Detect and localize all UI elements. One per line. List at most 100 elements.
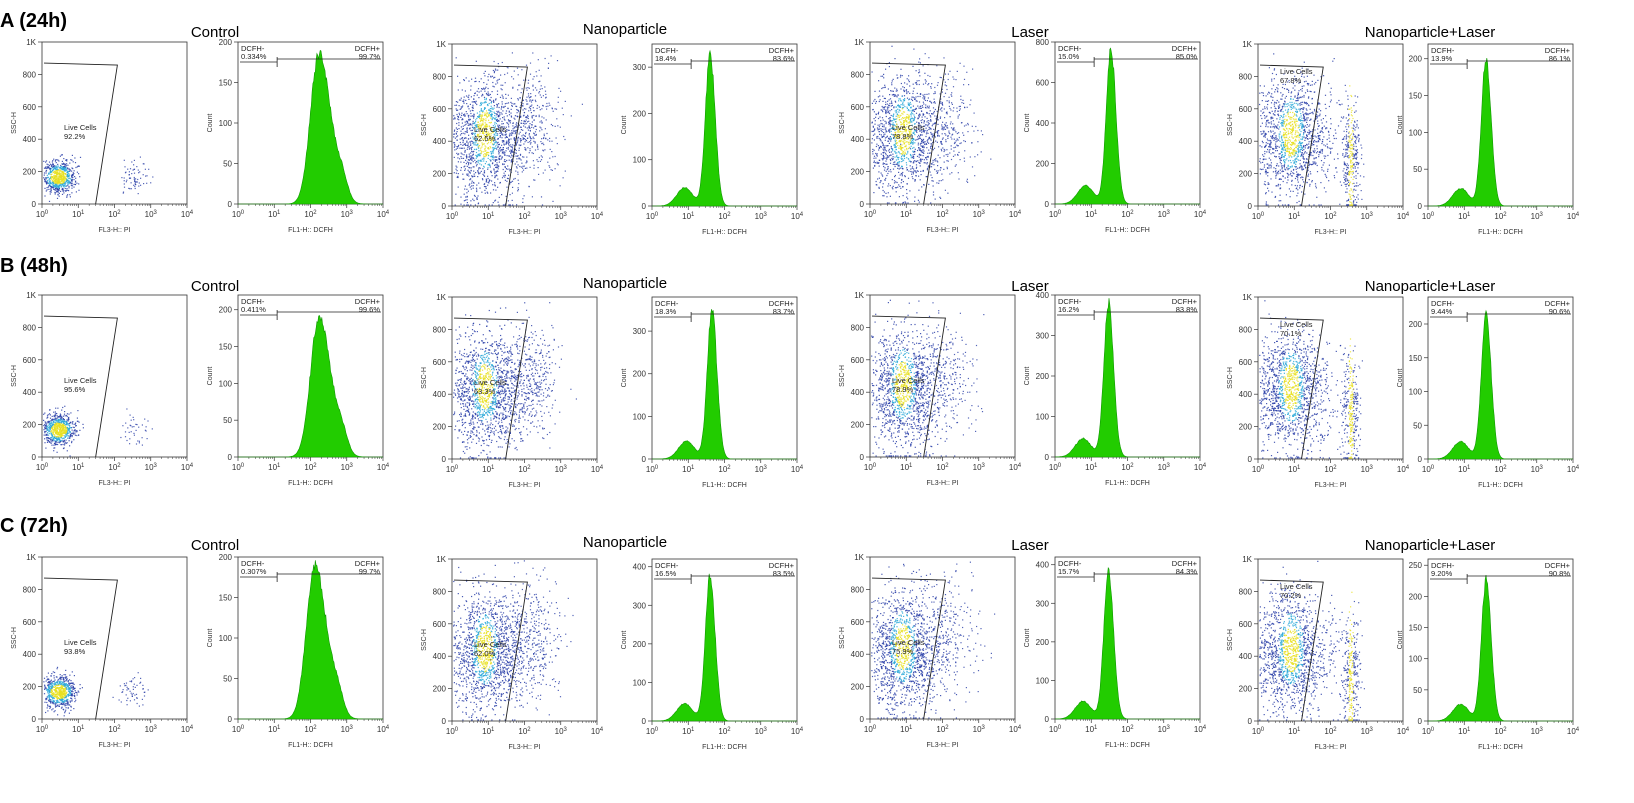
x-axis-label: FL3-H:: PI xyxy=(99,742,131,749)
y-tick-label: 100 xyxy=(633,412,647,421)
gate-label: Live Cells xyxy=(474,125,507,134)
y-tick-label: 300 xyxy=(633,327,647,336)
x-tick-label: 102 xyxy=(1121,463,1134,472)
y-tick-label: 1K xyxy=(436,40,446,49)
y-tick-label: 800 xyxy=(23,323,37,332)
x-axis-label: FL3-H:: PI xyxy=(99,227,131,234)
y-tick-label: 200 xyxy=(1409,592,1423,601)
x-tick-label: 103 xyxy=(555,465,568,474)
y-tick-label: 800 xyxy=(1239,325,1253,334)
x-tick-label: 100 xyxy=(36,463,49,472)
x-tick-label: 104 xyxy=(1567,727,1580,736)
x-axis-label: FL3-H:: PI xyxy=(927,742,959,749)
x-tick-label: 104 xyxy=(181,463,194,472)
x-tick-label: 100 xyxy=(232,463,245,472)
x-tick-label: 102 xyxy=(1324,465,1337,474)
row-label-0: A (24h) xyxy=(0,10,67,32)
x-tick-label: 102 xyxy=(108,210,121,219)
x-tick-label: 102 xyxy=(518,465,531,474)
histogram-area xyxy=(1055,298,1200,457)
x-tick-label: 103 xyxy=(145,725,158,734)
plot-frame xyxy=(652,44,797,206)
density-points xyxy=(43,154,153,202)
y-tick-label: 1K xyxy=(436,293,446,302)
neg-value: 15.7% xyxy=(1058,567,1080,576)
x-tick-label: 104 xyxy=(1567,212,1580,221)
x-tick-label: 100 xyxy=(1049,725,1062,734)
x-tick-label: 103 xyxy=(145,210,158,219)
y-axis-label: SSC-H xyxy=(421,114,428,136)
x-axis-label: FL1-H:: DCFH xyxy=(1105,742,1150,749)
gate-label: Live Cells xyxy=(1280,582,1313,591)
neg-value: 0.411% xyxy=(241,305,266,314)
x-tick-label: 103 xyxy=(1531,465,1544,474)
gate-value: 75.9% xyxy=(892,647,914,656)
y-tick-label: 150 xyxy=(1409,354,1423,363)
y-tick-label: 100 xyxy=(219,119,233,128)
x-tick-label: 102 xyxy=(718,727,731,736)
x-tick-label: 100 xyxy=(446,465,459,474)
y-tick-label: 800 xyxy=(23,585,37,594)
gate-value: 70.1% xyxy=(1280,329,1302,338)
y-axis-label: SSC-H xyxy=(1227,629,1234,651)
y-tick-label: 50 xyxy=(1413,421,1422,430)
x-tick-label: 101 xyxy=(1288,727,1301,736)
pos-value: 99.7% xyxy=(359,52,381,61)
y-tick-label: 0 xyxy=(1418,717,1423,726)
y-tick-label: 100 xyxy=(633,678,647,687)
y-tick-label: 150 xyxy=(1409,92,1423,101)
y-axis-label: SSC-H xyxy=(11,627,18,649)
x-tick-label: 101 xyxy=(1085,725,1098,734)
gate-label: Live Cells xyxy=(64,123,97,132)
histogram-area xyxy=(1428,311,1573,459)
y-axis-label: SSC-H xyxy=(421,367,428,389)
y-tick-label: 200 xyxy=(1239,685,1253,694)
pos-value: 90.6% xyxy=(1549,307,1571,316)
plot-frame xyxy=(1428,559,1573,721)
gate-value: 62.0% xyxy=(474,649,496,658)
y-tick-label: 0 xyxy=(1248,717,1253,726)
x-axis-label: FL3-H:: PI xyxy=(509,482,541,489)
y-tick-label: 600 xyxy=(1239,620,1253,629)
pos-value: 83.7% xyxy=(773,307,795,316)
x-tick-label: 102 xyxy=(718,465,731,474)
x-tick-label: 100 xyxy=(1252,727,1265,736)
histogram-area xyxy=(1055,48,1200,204)
x-tick-label: 100 xyxy=(232,210,245,219)
y-tick-label: 50 xyxy=(223,160,232,169)
plot-frame xyxy=(1428,297,1573,459)
histogram-area xyxy=(238,560,383,719)
condition-title-1-0: Control xyxy=(191,278,239,295)
condition-title-2-3: Nanoparticle+Laser xyxy=(1365,537,1496,554)
y-tick-label: 0 xyxy=(1418,202,1423,211)
y-axis-label: Count xyxy=(621,116,628,135)
x-tick-label: 104 xyxy=(1194,725,1207,734)
neg-value: 9.20% xyxy=(1431,569,1453,578)
y-tick-label: 200 xyxy=(1409,55,1423,64)
y-tick-label: 1K xyxy=(436,555,446,564)
x-tick-label: 104 xyxy=(1397,212,1410,221)
histogram-area xyxy=(238,50,383,204)
y-axis-label: SSC-H xyxy=(839,112,846,134)
density-points xyxy=(871,562,995,719)
y-tick-label: 1K xyxy=(26,291,36,300)
y-tick-label: 0 xyxy=(228,200,233,209)
x-tick-label: 101 xyxy=(682,212,695,221)
x-axis-label: FL1-H:: DCFH xyxy=(1478,482,1523,489)
y-tick-label: 0 xyxy=(32,715,37,724)
histogram-area xyxy=(652,51,797,206)
y-tick-label: 400 xyxy=(1036,561,1050,570)
y-tick-label: 600 xyxy=(23,356,37,365)
density-points xyxy=(43,667,149,717)
x-tick-label: 103 xyxy=(973,210,986,219)
y-tick-label: 0 xyxy=(860,200,865,209)
density-points xyxy=(453,302,577,459)
x-tick-label: 104 xyxy=(1009,725,1022,734)
x-tick-label: 101 xyxy=(72,210,85,219)
y-tick-label: 100 xyxy=(1409,128,1423,137)
y-tick-label: 0 xyxy=(32,200,37,209)
y-tick-label: 0 xyxy=(442,717,447,726)
